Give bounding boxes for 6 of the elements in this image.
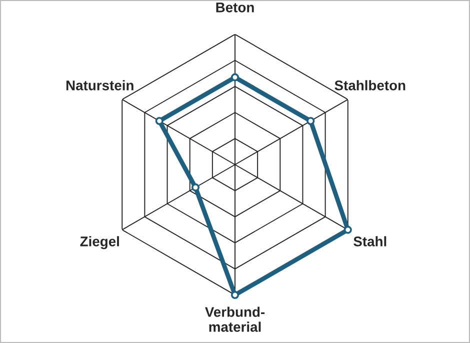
spoke-label: Stahl [354,236,386,246]
spoke-label: Naturstein [66,80,134,90]
spoke-label: Beton [216,2,254,12]
spoke-label: Ziegel [80,236,119,250]
spoke-label: Verbund- material [205,306,265,332]
spoke-label: Stahlbeton [334,80,406,90]
